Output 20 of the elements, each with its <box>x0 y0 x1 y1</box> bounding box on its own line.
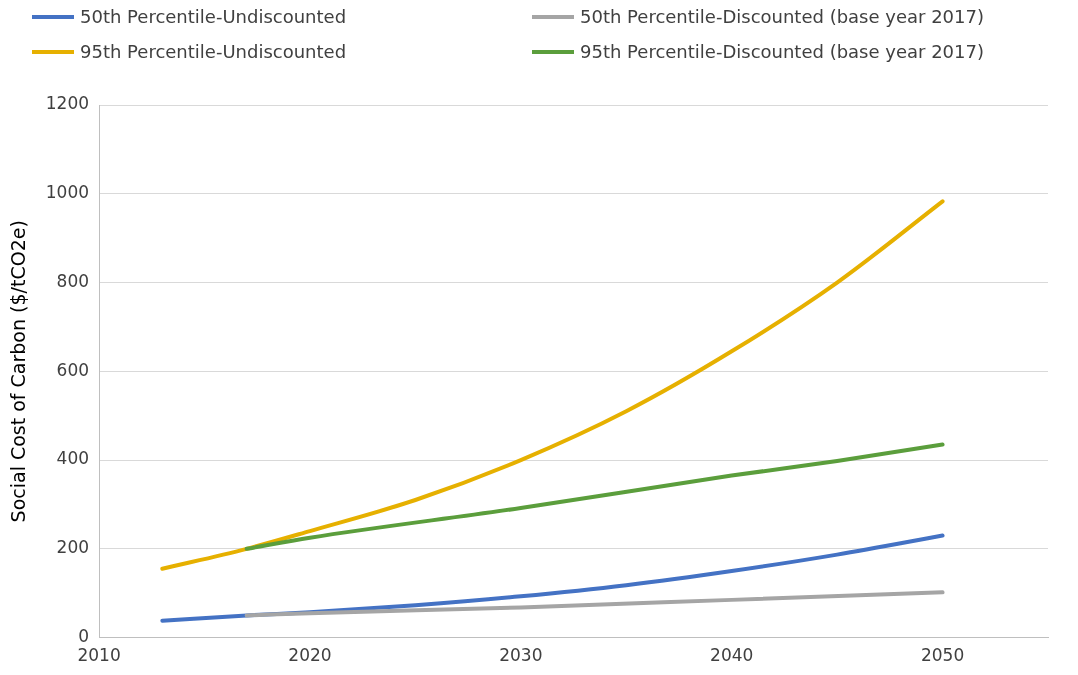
line-series <box>160 199 945 571</box>
y-tick-label: 800 <box>56 270 90 291</box>
line-series <box>244 442 945 551</box>
line-series <box>244 590 945 618</box>
legend-label: 50th Percentile-Discounted (base year 2017) <box>580 6 984 27</box>
legend-label: 50th Percentile-Undiscounted <box>80 6 347 27</box>
legend-label: 95th Percentile-Undiscounted <box>80 41 347 62</box>
x-tick-label: 2040 <box>710 645 754 666</box>
x-tick-label: 2030 <box>499 645 543 666</box>
y-tick-label: 1200 <box>45 93 90 114</box>
y-tick-label: 1000 <box>45 182 90 203</box>
y-tick-label: 600 <box>56 359 90 380</box>
y-tick-label: 400 <box>56 448 90 469</box>
y-tick-label: 200 <box>56 537 90 558</box>
x-tick-label: 2050 <box>920 645 965 666</box>
y-tick-label: 0 <box>78 626 90 647</box>
y-axis-title: Social Cost of Carbon ($/tCO2e) <box>7 220 30 523</box>
x-tick-label: 2020 <box>288 645 332 666</box>
x-tick-label: 2010 <box>77 645 121 666</box>
legend-label: 95th Percentile-Discounted (base year 2017) <box>580 41 984 62</box>
